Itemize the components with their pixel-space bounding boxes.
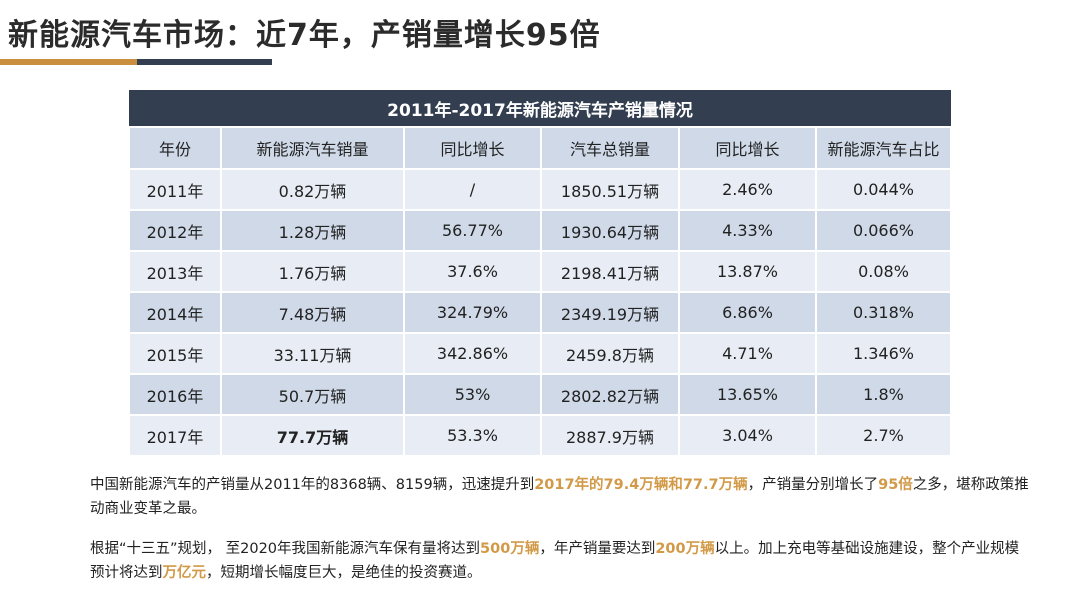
table-cell: 2459.8万辆 — [540, 332, 680, 375]
text: ，短期增长幅度巨大，是绝佳的投资赛道。 — [206, 565, 482, 581]
table-cell: 13.65% — [678, 373, 817, 416]
table-cell: 2016年 — [128, 373, 222, 416]
table-cell: 50.7万辆 — [220, 373, 405, 416]
table-cell: 2013年 — [128, 250, 222, 293]
table-cell: 1.28万辆 — [220, 209, 405, 252]
highlight-text: 500万辆 — [480, 541, 540, 557]
table-cell: 2349.19万辆 — [540, 291, 680, 334]
title-underline-navy — [137, 59, 272, 65]
highlight-text: 2017年的79.4万辆和77.7万辆 — [534, 477, 748, 493]
column-header: 同比增长 — [678, 126, 817, 170]
table-cell: 1930.64万辆 — [540, 209, 680, 252]
highlight-text: 万亿元 — [162, 565, 207, 581]
table-cell: 53.3% — [403, 414, 542, 457]
column-header: 同比增长 — [403, 126, 542, 170]
table-cell: 0.044% — [815, 168, 952, 211]
table-cell: 0.08% — [815, 250, 952, 293]
table-row: 2012年 1.28万辆 56.77% 1930.64万辆 4.33% 0.066% — [128, 209, 952, 252]
text: 之多，堪称政策推动商业变革之最。 — [90, 477, 1029, 517]
column-header: 新能源汽车占比 — [815, 126, 952, 170]
text: ，产销量分别增长了 — [747, 477, 879, 493]
table-cell: 1850.51万辆 — [540, 168, 680, 211]
table-cell: 37.6% — [403, 250, 542, 293]
table-cell: 1.76万辆 — [220, 250, 405, 293]
table-cell: 2.46% — [678, 168, 817, 211]
highlight-text: 200万辆 — [655, 541, 715, 557]
title-underline-gold — [0, 59, 137, 65]
table-cell: 0.066% — [815, 209, 952, 252]
text: ，年产销量要达到 — [539, 541, 656, 557]
column-header: 汽车总销量 — [540, 126, 680, 170]
table-cell: 2014年 — [128, 291, 222, 334]
highlight-text: 95倍 — [878, 477, 913, 493]
table-cell: 4.71% — [678, 332, 817, 375]
table-row: 2014年 7.48万辆 324.79% 2349.19万辆 6.86% 0.318% — [128, 291, 952, 334]
table-row: 2017年 77.7万辆 53.3% 2887.9万辆 3.04% 2.7% — [128, 414, 952, 457]
table-cell: 2012年 — [128, 209, 222, 252]
table-cell: 77.7万辆 — [220, 414, 405, 457]
table-row: 2015年 33.11万辆 342.86% 2459.8万辆 4.71% 1.346% — [128, 332, 952, 375]
table-cell: / — [403, 168, 542, 211]
table-caption: 2011年-2017年新能源汽车产销量情况 — [129, 90, 951, 127]
table-cell: 3.04% — [678, 414, 817, 457]
table-cell: 0.318% — [815, 291, 952, 334]
table-cell: 7.48万辆 — [220, 291, 405, 334]
table-cell: 324.79% — [403, 291, 542, 334]
text: 以上。加上充电等基础设施建设，整个产业规模预计将达到 — [90, 541, 1020, 581]
table-cell: 2017年 — [128, 414, 222, 457]
table-cell: 53% — [403, 373, 542, 416]
table-cell: 342.86% — [403, 332, 542, 375]
table-cell: 13.87% — [678, 250, 817, 293]
table-cell: 2887.9万辆 — [540, 414, 680, 457]
table-cell: 33.11万辆 — [220, 332, 405, 375]
table-row: 2011年 0.82万辆/1850.51万辆 2.46% 0.044% — [128, 168, 952, 211]
table-row: 2016年 50.7万辆 53% 2802.82万辆 13.65% 1.8% — [128, 373, 952, 416]
table-row: 2013年 1.76万辆 37.6% 2198.41万辆 13.87% 0.08% — [128, 250, 952, 293]
table-cell: 2802.82万辆 — [540, 373, 680, 416]
table-cell: 56.77% — [403, 209, 542, 252]
table-cell: 1.346% — [815, 332, 952, 375]
table-cell: 2015年 — [128, 332, 222, 375]
paragraph-1: 中国新能源汽车的产销量从2011年的8368辆、8159辆，迅速提升到2017年… — [90, 473, 1030, 521]
table-header-row: 年份 新能源汽车销量 同比增长 汽车总销量 同比增长 新能源汽车占比 — [128, 126, 952, 170]
page-title: 新能源汽车市场：近7年，产销量增长95倍 — [8, 18, 601, 53]
table-cell: 2198.41万辆 — [540, 250, 680, 293]
text: 中国新能源汽车的产销量从2011年的8368辆、8159辆，迅速提升到 — [90, 477, 535, 493]
table-cell: 2011年 — [128, 168, 222, 211]
table-cell: 0.82万辆 — [220, 168, 405, 211]
column-header: 年份 — [128, 126, 222, 170]
table-cell: 1.8% — [815, 373, 952, 416]
table-cell: 6.86% — [678, 291, 817, 334]
sales-table: 2011年-2017年新能源汽车产销量情况 年份 新能源汽车销量 同比增长 汽车… — [128, 90, 952, 457]
table-cell: 2.7% — [815, 414, 952, 457]
column-header: 新能源汽车销量 — [220, 126, 405, 170]
table-cell: 4.33% — [678, 209, 817, 252]
paragraph-2: 根据“十三五”规划， 至2020年我国新能源汽车保有量将达到500万辆，年产销量… — [90, 537, 1030, 585]
text: 根据“十三五”规划， 至2020年我国新能源汽车保有量将达到 — [90, 541, 481, 557]
